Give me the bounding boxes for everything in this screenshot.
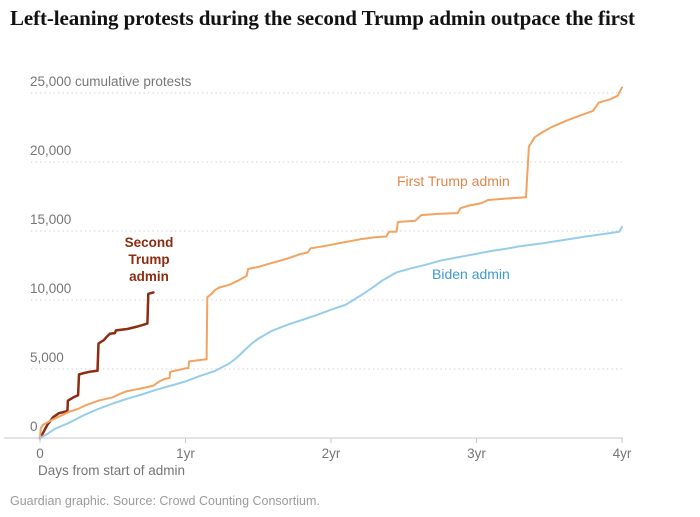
y-tick-label: 25,000 cumulative protests [30,74,192,89]
series-label-first-trump-admin: First Trump admin [397,173,510,189]
series-label-second-trump-admin: Second Trump admin [124,235,174,284]
y-tick-label: 20,000 [30,143,72,158]
x-tick-label: 0 [36,446,44,461]
chart-title: Left-leaning protests during the second … [10,6,635,30]
x-axis-title: Days from start of admin [38,463,186,478]
series-line-first-trump-admin [39,86,623,439]
y-tick-label: 5,000 [30,350,64,365]
series-line-second-trump-admin [38,291,155,440]
y-tick-label: 0 [30,419,38,434]
series-label-biden-admin: Biden admin [432,266,510,282]
series-line-biden-admin [39,225,623,439]
x-tick-label: 4yr [612,446,632,461]
x-tick-label: 1yr [176,446,195,461]
x-tick-label: 3yr [467,446,486,461]
y-tick-label: 15,000 [30,212,72,227]
y-tick-label: 10,000 [30,281,72,296]
source-credit: Guardian graphic. Source: Crowd Counting… [10,494,320,508]
x-tick-label: 2yr [321,446,341,461]
